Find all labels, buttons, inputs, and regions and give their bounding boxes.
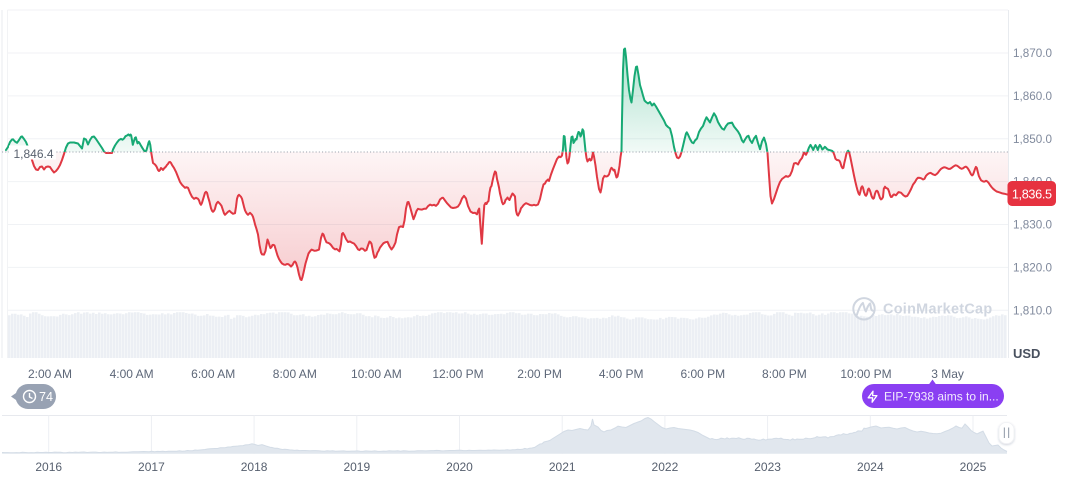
svg-text:1,820.0: 1,820.0 [1013, 261, 1052, 274]
svg-text:2022: 2022 [652, 460, 679, 474]
svg-text:1,870.0: 1,870.0 [1013, 47, 1052, 60]
svg-text:CoinMarketCap: CoinMarketCap [883, 302, 992, 318]
svg-text:2021: 2021 [549, 460, 576, 474]
svg-text:3 May: 3 May [931, 367, 964, 381]
svg-text:10:00 PM: 10:00 PM [840, 367, 891, 381]
svg-text:2020: 2020 [446, 460, 473, 474]
svg-text:4:00 AM: 4:00 AM [110, 367, 154, 381]
svg-text:1,810.0: 1,810.0 [1013, 304, 1052, 317]
svg-text:2025: 2025 [960, 460, 987, 474]
svg-text:4:00 PM: 4:00 PM [599, 367, 644, 381]
svg-text:2016: 2016 [35, 460, 62, 474]
svg-text:2023: 2023 [754, 460, 781, 474]
svg-text:1,860.0: 1,860.0 [1013, 90, 1052, 103]
svg-text:6:00 AM: 6:00 AM [191, 367, 235, 381]
svg-text:1,846.4: 1,846.4 [14, 147, 54, 161]
svg-text:2:00 AM: 2:00 AM [28, 367, 72, 381]
svg-text:EIP-7938 aims to in...: EIP-7938 aims to in... [884, 389, 999, 403]
svg-text:1,830.0: 1,830.0 [1013, 219, 1052, 232]
svg-text:2017: 2017 [138, 460, 165, 474]
svg-text:8:00 PM: 8:00 PM [762, 367, 807, 381]
svg-text:8:00 AM: 8:00 AM [273, 367, 317, 381]
svg-text:1,850.0: 1,850.0 [1013, 133, 1052, 146]
svg-text:2024: 2024 [857, 460, 884, 474]
svg-text:2:00 PM: 2:00 PM [517, 367, 562, 381]
svg-text:12:00 PM: 12:00 PM [432, 367, 483, 381]
svg-text:10:00 AM: 10:00 AM [351, 367, 402, 381]
svg-text:USD: USD [1013, 346, 1040, 361]
svg-text:2018: 2018 [241, 460, 268, 474]
svg-text:74: 74 [39, 390, 53, 404]
svg-text:6:00 PM: 6:00 PM [680, 367, 725, 381]
svg-text:1,836.5: 1,836.5 [1012, 188, 1052, 202]
svg-text:2019: 2019 [343, 460, 370, 474]
